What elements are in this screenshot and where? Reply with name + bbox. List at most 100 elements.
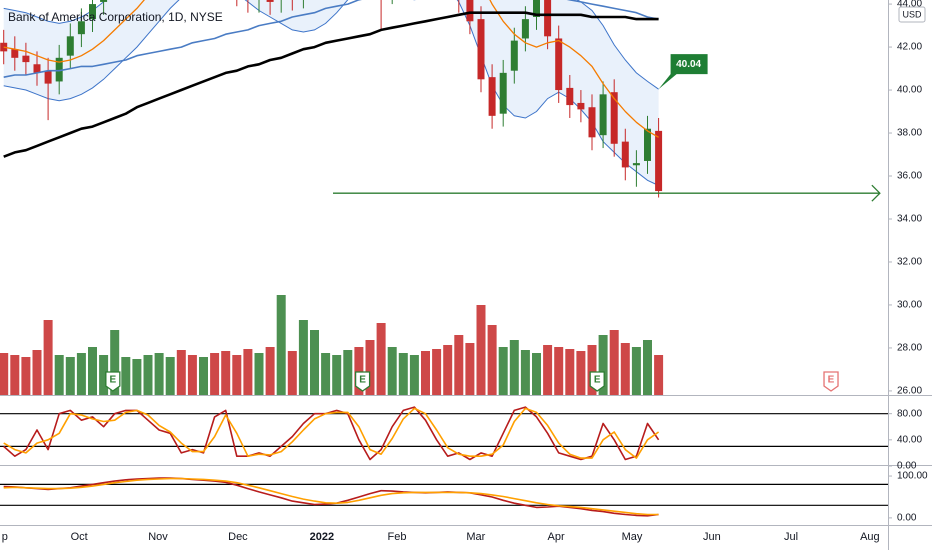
volume-bar	[10, 355, 20, 395]
y-tick-label: 26.00	[897, 386, 922, 397]
x-tick-label: Nov	[148, 531, 168, 543]
volume-bar	[376, 323, 386, 395]
candle-body	[66, 36, 74, 56]
x-tick-label: Dec	[228, 531, 248, 543]
volume-bar	[143, 355, 153, 395]
x-tick-label: May	[622, 531, 643, 543]
volume-bar	[398, 353, 408, 395]
candle-body	[588, 107, 596, 138]
y-tick-label: 100.00	[897, 471, 928, 482]
candle-body	[77, 21, 85, 35]
volume-bar	[587, 345, 597, 395]
volume-bar	[643, 340, 652, 395]
earnings-label: E	[828, 375, 835, 386]
candle-body	[566, 87, 574, 106]
volume-bar	[276, 295, 286, 395]
candle-body	[555, 38, 563, 91]
band-lower	[3, 0, 659, 186]
candle-body	[655, 130, 663, 192]
oscillator-line	[3, 407, 660, 459]
earnings-label: E	[594, 375, 601, 386]
volume-bar	[154, 353, 164, 395]
currency: USD	[902, 9, 922, 19]
candle-body	[11, 49, 19, 58]
candle-body	[22, 55, 30, 63]
y-tick-label: 40.00	[897, 434, 922, 445]
candle-body	[89, 4, 96, 20]
volume-bar	[409, 355, 419, 395]
candle-body	[44, 70, 52, 84]
volume-bar	[598, 335, 608, 395]
y-tick-label: 34.00	[897, 214, 922, 225]
y-tick-label: 32.00	[897, 257, 922, 268]
volume-bar	[121, 357, 131, 395]
y-tick-label: 44.00	[897, 0, 922, 10]
y-tick-label: 0.00	[897, 461, 917, 472]
volume-bar	[509, 340, 519, 395]
volume-bar	[554, 347, 564, 395]
volume-bar	[243, 349, 253, 395]
candle-body	[55, 57, 63, 82]
volume-bar	[110, 330, 120, 395]
volume-bar	[454, 335, 464, 395]
price-pane: E E E E 40.04	[0, 0, 881, 395]
volume-bar	[609, 330, 619, 395]
support-arrow	[871, 184, 881, 202]
candle-body	[599, 94, 607, 136]
volume-bar	[321, 353, 331, 395]
x-tick-label: 2022	[310, 531, 334, 543]
earnings-badge	[105, 371, 121, 392]
y-tick-label: 30.00	[897, 300, 922, 311]
candle-body	[644, 128, 651, 161]
candle-body	[0, 42, 8, 52]
y-tick-label: 42.00	[897, 42, 922, 53]
volume-bar	[54, 355, 64, 395]
volume-bar	[576, 351, 586, 395]
volume-bar	[254, 353, 264, 395]
volume-bar	[565, 349, 575, 395]
volume-bar	[0, 353, 9, 395]
band-fill	[3, 0, 659, 186]
volume-bar	[332, 355, 342, 395]
moving-average	[3, 0, 659, 78]
x-tick-label: Jun	[703, 531, 721, 543]
candle-body	[577, 102, 585, 110]
chart-title: Bank of America Corporation, 1D, NYSE	[8, 10, 223, 24]
volume-bar	[532, 353, 541, 395]
candle-body	[533, 0, 540, 17]
y-tick-label: 38.00	[897, 128, 922, 139]
x-tick-label: Mar	[466, 531, 485, 543]
callout-box	[658, 54, 708, 90]
candle-body	[33, 64, 41, 73]
volume-bar	[76, 353, 86, 395]
oscillator-line	[3, 406, 660, 461]
volume-bar	[421, 351, 430, 395]
volume-bar	[487, 325, 497, 395]
volume-bar	[387, 347, 397, 395]
volume-bar	[287, 351, 297, 395]
candle-body	[488, 77, 496, 116]
earnings-badge	[823, 371, 839, 392]
oscillator-line	[3, 477, 659, 516]
volume-bar	[498, 347, 508, 395]
volume-bar	[476, 305, 486, 395]
oscillator-pane	[0, 477, 888, 517]
currency-box	[898, 6, 926, 23]
candle-body	[510, 40, 518, 71]
volume-bar	[32, 350, 42, 395]
x-tick-label: p	[2, 531, 8, 543]
x-tick-label: Oct	[71, 531, 88, 543]
candle-body	[632, 163, 640, 166]
volume-bar	[210, 353, 220, 395]
y-tick-label: 28.00	[897, 343, 922, 354]
volume-bar	[199, 357, 208, 395]
candle-body	[499, 72, 507, 114]
volume-bar	[543, 345, 553, 395]
volume-bar	[465, 343, 475, 395]
y-tick-label: 0.00	[897, 513, 917, 524]
volume-bar	[365, 340, 375, 395]
volume-bar	[432, 349, 442, 395]
